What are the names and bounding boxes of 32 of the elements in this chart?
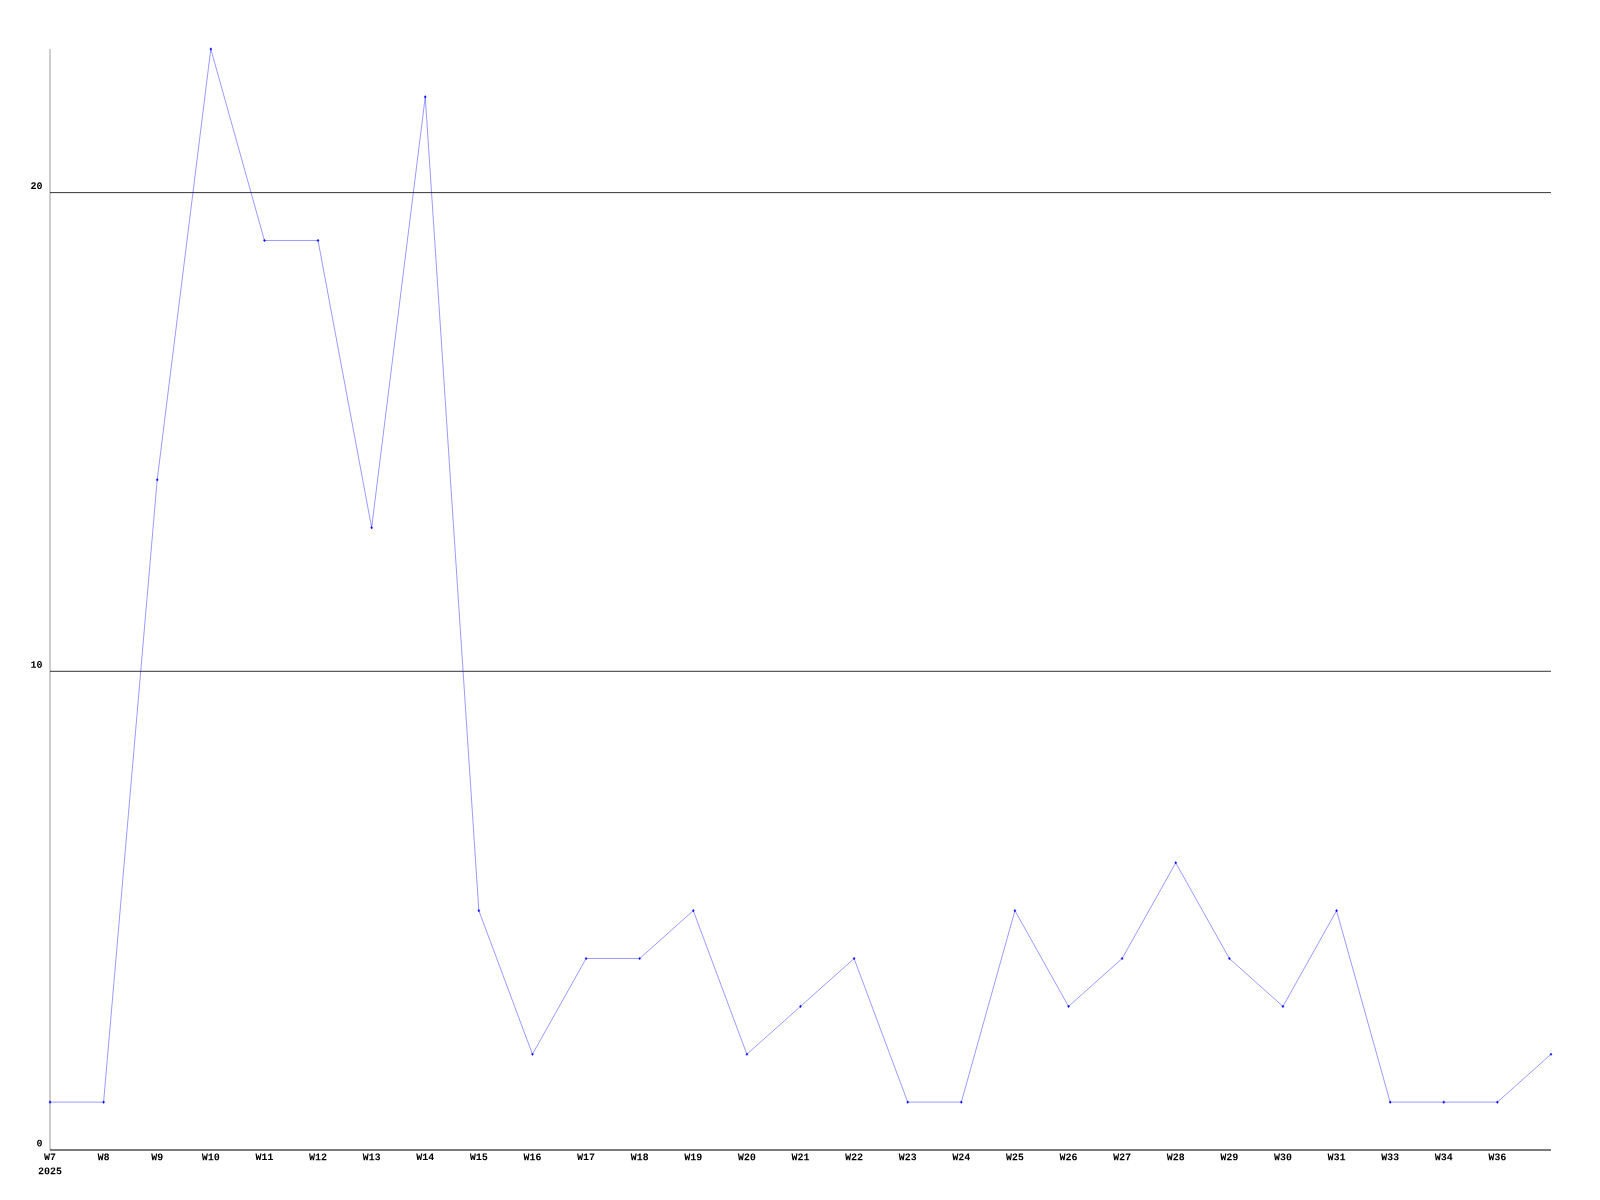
x-tick-label: W36	[1488, 1153, 1506, 1161]
x-tick-label: W26	[1059, 1153, 1077, 1161]
x-tick-label: W21	[791, 1153, 810, 1161]
y-tick-label: 10	[31, 661, 42, 668]
x-tick-label: W23	[898, 1153, 917, 1161]
x-tick-label: W11	[255, 1153, 273, 1161]
x-tick-label: W9	[151, 1153, 163, 1161]
text: 2025	[38, 1167, 62, 1175]
y-tick-label: 0	[37, 1139, 42, 1147]
x-tick-label: W10	[201, 1153, 220, 1161]
x-tick-label: W34	[1434, 1153, 1453, 1161]
x-tick-label: W19	[684, 1153, 702, 1161]
x-tick-label: W29	[1220, 1153, 1238, 1161]
x-tick-label: W24	[952, 1153, 970, 1161]
x-tick-label: W18	[630, 1153, 649, 1161]
x-tick-label: W27	[1113, 1153, 1131, 1161]
x-tick-label: W25	[1005, 1153, 1024, 1161]
x-tick-label: W28	[1166, 1153, 1185, 1161]
x-tick-label: W31	[1327, 1153, 1346, 1161]
x-tick-label: W13	[362, 1153, 381, 1161]
x-tick-label: W22	[845, 1153, 863, 1161]
x-tick-label: W15	[469, 1153, 488, 1161]
x-tick-label: W16	[523, 1153, 541, 1161]
x-tick-label: W17	[577, 1153, 595, 1161]
x-tick-label: W7	[44, 1153, 56, 1161]
x-tick-label: W33	[1381, 1153, 1399, 1161]
y-tick-label: 20	[31, 182, 42, 190]
x-tick-label: W8	[97, 1153, 110, 1161]
x-tick-label: W14	[416, 1153, 434, 1161]
x-tick-label: W30	[1273, 1153, 1292, 1161]
x-tick-label: W12	[309, 1153, 327, 1161]
x-tick-label: W20	[737, 1153, 756, 1161]
